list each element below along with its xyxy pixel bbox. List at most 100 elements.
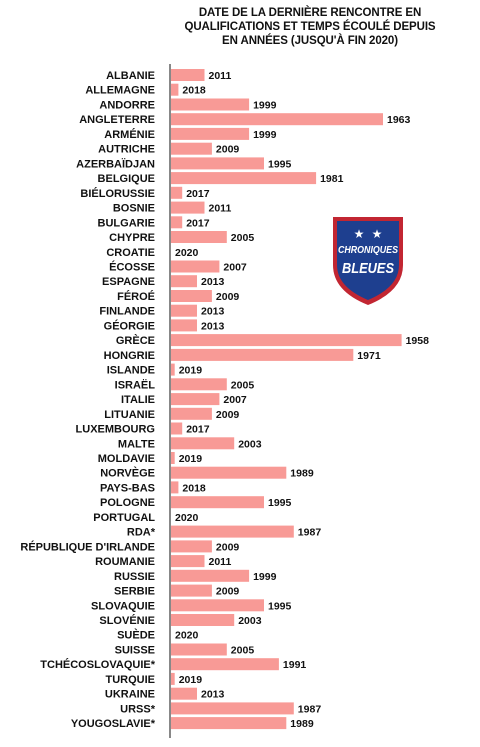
value-label: 1971 [357,350,381,362]
value-label: 2013 [201,306,225,318]
value-label: 1963 [387,114,411,126]
bar [171,113,383,126]
category-label: PAYS-BAS [100,482,155,494]
value-labels-group: 2011201819991963199920091995198120172011… [175,70,429,730]
value-label: 1981 [320,173,344,185]
bar [171,378,227,391]
category-label: ALLEMAGNE [85,85,155,97]
category-label: POLOGNE [100,497,155,509]
category-label: ARMÉNIE [104,128,155,141]
category-label: URSS* [120,703,156,715]
category-label: YOUGOSLAVIE* [71,718,156,730]
value-label: 1999 [253,100,277,112]
category-label: RDA* [127,527,156,539]
bar [171,496,264,509]
bar [171,569,250,582]
value-label: 2009 [216,144,240,156]
category-label: ANGLETERRE [79,114,155,126]
category-label: LITUANIE [104,409,155,421]
value-label: 1987 [298,527,322,539]
category-label: RUSSIE [114,571,155,583]
chroniques-bleues-logo: ★ ★ CHRONIQUES BLEUES [333,217,403,305]
value-label: 2005 [231,379,255,391]
value-label: 2019 [179,674,203,686]
bar [171,614,235,626]
category-label: GÉORGIE [104,319,155,332]
logo-star-right: ★ [372,227,383,241]
category-label: BIÉLORUSSIE [80,187,155,200]
category-label: PORTUGAL [93,512,155,524]
category-label: BOSNIE [113,203,155,215]
chart-title-line-1: DATE DE LA DERNIÈRE RENCONTRE EN [198,7,422,19]
bar [171,643,227,656]
bar [171,525,294,538]
category-label: CROATIE [106,247,155,259]
value-label: 2017 [186,424,210,436]
bar [171,231,227,243]
bar [171,437,235,450]
category-label: AUTRICHE [98,144,155,156]
value-label: 2017 [186,217,210,229]
value-label: 1995 [268,600,292,612]
bar [171,584,212,597]
logo-shield [337,221,399,300]
bar [171,172,317,185]
bar [171,260,220,273]
category-label: SLOVÉNIE [99,614,155,627]
bar [171,216,183,229]
value-label: 2020 [175,247,199,259]
bar [171,348,354,361]
chart-title-line-3: EN ANNÉES (JUSQU'À FIN 2020) [222,35,398,47]
logo-text-line2: BLEUES [342,260,394,277]
category-label: TCHÉCOSLOVAQUIE* [40,658,155,671]
category-label: SERBIE [114,586,155,598]
category-label: ROUMANIE [95,556,155,568]
value-label: 1989 [290,718,314,730]
value-label: 2003 [238,615,262,627]
category-label: NORVÈGE [100,467,155,480]
value-label: 2009 [216,586,240,598]
value-label: 1989 [290,468,314,480]
logo-star-left: ★ [354,227,365,241]
category-label: BULGARIE [98,217,155,229]
category-label: TURQUIE [106,674,156,686]
value-label: 2005 [231,232,255,244]
bar [171,275,197,288]
value-label: 2007 [223,394,247,406]
category-labels-group: ALBANIE ALLEMAGNE ANDORRE ANGLETERRE ARMÉNIE… [20,70,155,730]
category-label: ÉCOSSE [109,261,155,274]
bar [171,142,212,155]
bars-group [171,69,402,730]
category-label: UKRAINE [105,689,155,701]
value-label: 1995 [268,158,292,170]
category-label: ESPAGNE [102,276,155,288]
category-label: FÉROÉ [117,290,155,303]
value-label: 2009 [216,541,240,553]
value-label: 1999 [253,129,277,141]
bar [171,393,220,406]
category-label: AZERBAÏDJAN [76,157,155,170]
bar [171,186,183,199]
category-label: SUÈDE [117,629,155,642]
bar [171,466,287,479]
bar [171,702,294,715]
bar [171,658,279,671]
value-label: 2003 [238,438,262,450]
chart-title: DATE DE LA DERNIÈRE RENCONTRE EN QUALIFI… [160,6,460,48]
value-label: 2011 [209,556,232,568]
category-label: GRÈCE [116,334,155,347]
value-label: 1991 [283,659,307,671]
bar [171,540,212,553]
bar [171,407,212,420]
category-label: ISLANDE [107,365,155,377]
value-label: 2020 [175,512,199,524]
value-label: 1958 [406,335,430,347]
value-label: 2005 [231,645,255,657]
bar [171,157,264,170]
category-label: CHYPRE [109,232,155,244]
category-label: FINLANDE [99,306,155,318]
bar [171,481,179,494]
category-label: LUXEMBOURG [76,424,155,436]
value-label: 2018 [182,482,206,494]
value-label: 2013 [201,689,225,701]
